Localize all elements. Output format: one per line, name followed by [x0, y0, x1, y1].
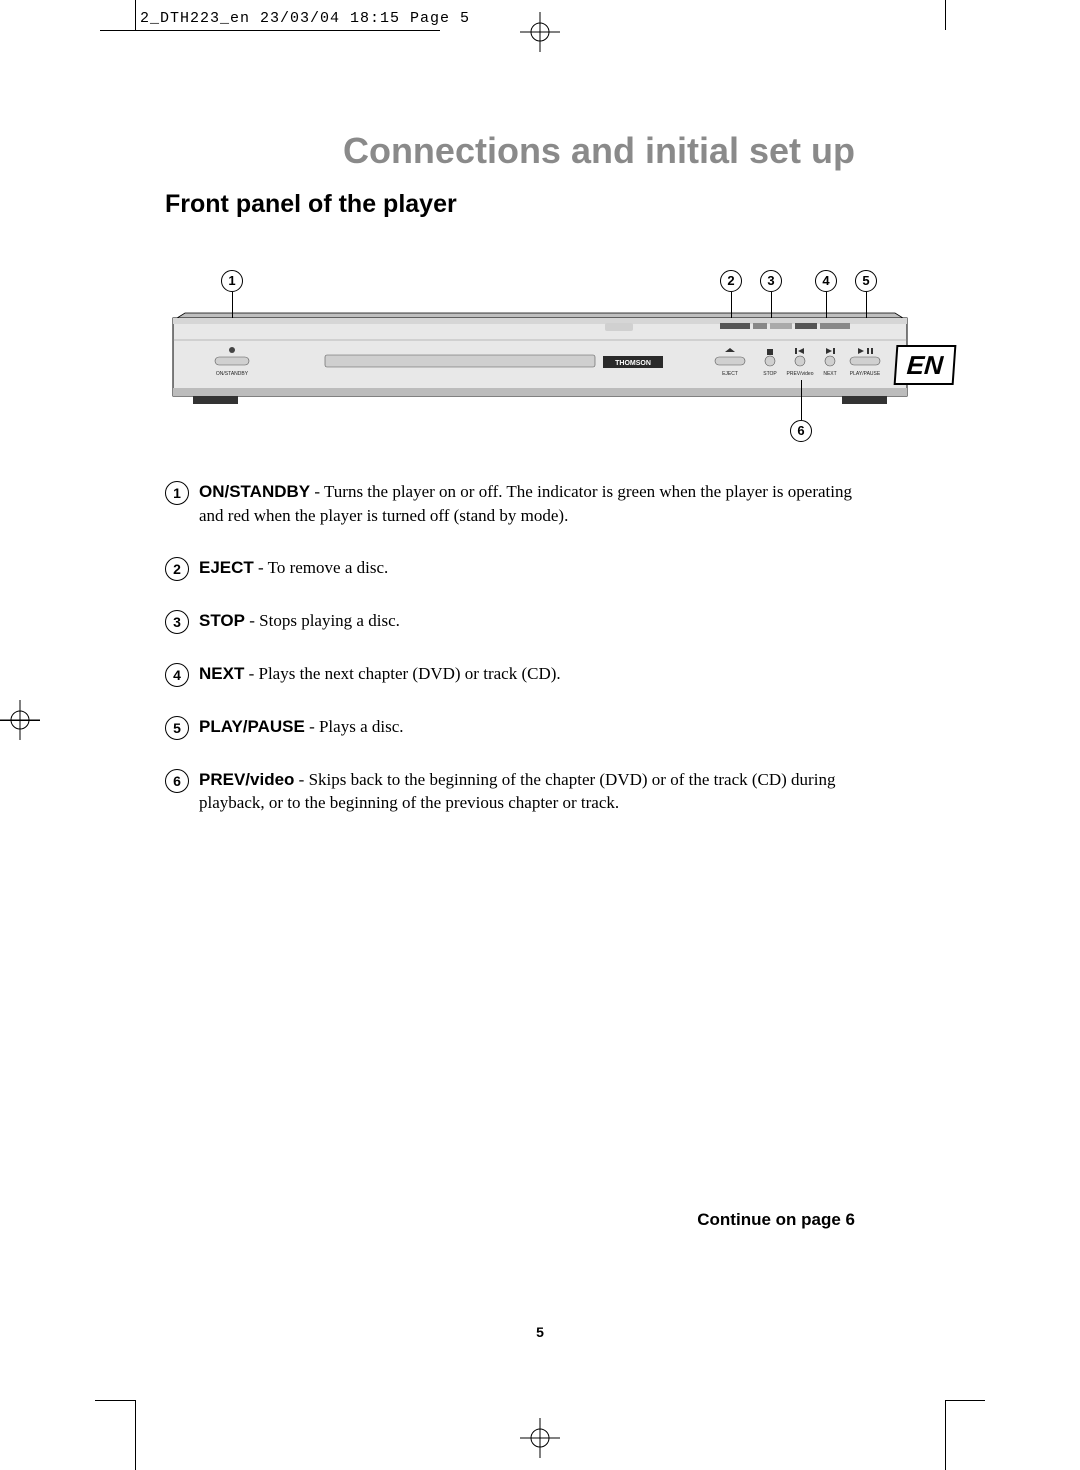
- description-number: 1: [165, 481, 189, 505]
- callout-2: 2: [720, 270, 742, 292]
- description-row: 2 EJECT - To remove a disc.: [165, 556, 865, 581]
- description-text: NEXT - Plays the next chapter (DVD) or t…: [199, 662, 865, 686]
- front-panel-diagram: ON/STANDBY THOMSON EJECT STOP: [165, 260, 915, 460]
- description-text: ON/STANDBY - Turns the player on or off.…: [199, 480, 865, 528]
- callout-line: [866, 292, 867, 318]
- page-title: Connections and initial set up: [343, 130, 855, 172]
- descriptions-list: 1 ON/STANDBY - Turns the player on or off…: [165, 480, 865, 843]
- language-badge: EN: [894, 345, 957, 385]
- crop-mark: [95, 1400, 135, 1401]
- description-row: 1 ON/STANDBY - Turns the player on or off…: [165, 480, 865, 528]
- callout-5: 5: [855, 270, 877, 292]
- description-number: 4: [165, 663, 189, 687]
- callout-6: 6: [790, 420, 812, 442]
- description-text: PLAY/PAUSE - Plays a disc.: [199, 715, 865, 739]
- description-number: 2: [165, 557, 189, 581]
- label-on-standby: ON/STANDBY: [216, 371, 249, 377]
- crop-mark: [0, 720, 40, 721]
- callout-3: 3: [760, 270, 782, 292]
- crop-mark: [945, 1400, 985, 1401]
- crop-mark: [135, 1400, 136, 1470]
- callout-line: [801, 380, 802, 420]
- svg-text:PLAY/PAUSE: PLAY/PAUSE: [850, 371, 881, 377]
- callout-line: [731, 292, 732, 318]
- description-text: STOP - Stops playing a disc.: [199, 609, 865, 633]
- registration-mark-bottom: [520, 1418, 560, 1458]
- description-text: EJECT - To remove a disc.: [199, 556, 865, 580]
- header-slug: 2_DTH223_en 23/03/04 18:15 Page 5: [140, 10, 470, 27]
- svg-text:EJECT: EJECT: [722, 371, 738, 377]
- description-row: 6 PREV/video - Skips back to the beginnin…: [165, 768, 865, 816]
- description-row: 3 STOP - Stops playing a disc.: [165, 609, 865, 634]
- description-row: 4 NEXT - Plays the next chapter (DVD) or …: [165, 662, 865, 687]
- description-number: 5: [165, 716, 189, 740]
- brand-label: THOMSON: [615, 360, 651, 367]
- crop-mark: [945, 1400, 946, 1470]
- svg-text:STOP: STOP: [763, 371, 777, 377]
- description-number: 6: [165, 769, 189, 793]
- description-text: PREV/video - Skips back to the beginning…: [199, 768, 865, 816]
- page-frame: Connections and initial set up Front pan…: [135, 30, 945, 1400]
- svg-text:PREV/video: PREV/video: [787, 371, 814, 377]
- crop-mark: [135, 0, 136, 30]
- continue-text: Continue on page 6: [697, 1210, 855, 1230]
- crop-mark: [945, 0, 946, 30]
- page-number: 5: [135, 1324, 945, 1340]
- svg-text:NEXT: NEXT: [823, 371, 836, 377]
- section-subtitle: Front panel of the player: [165, 190, 457, 219]
- callout-line: [826, 292, 827, 318]
- description-number: 3: [165, 610, 189, 634]
- callout-4: 4: [815, 270, 837, 292]
- description-row: 5 PLAY/PAUSE - Plays a disc.: [165, 715, 865, 740]
- callout-line: [771, 292, 772, 318]
- callout-line: [232, 292, 233, 318]
- callout-1: 1: [221, 270, 243, 292]
